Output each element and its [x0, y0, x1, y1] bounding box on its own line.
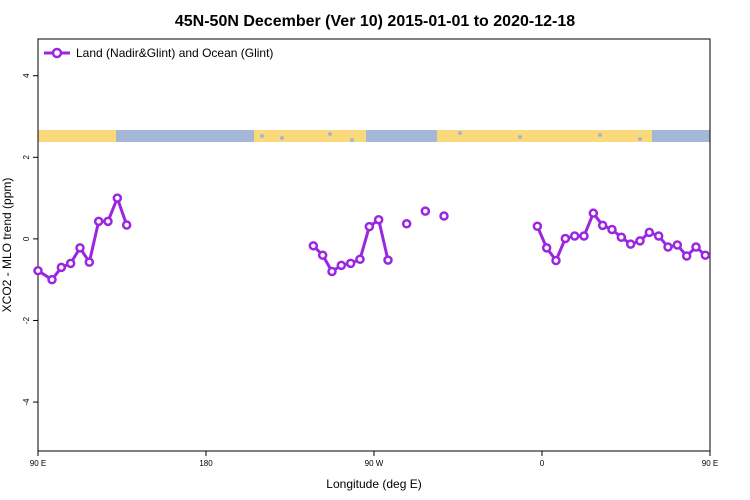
- data-point: [663, 242, 673, 252]
- land-band: [437, 130, 652, 142]
- data-point: [532, 221, 543, 231]
- y-axis: -4 -2 0 2 4: [22, 73, 38, 406]
- data-point: [65, 258, 76, 269]
- data-point: [364, 221, 375, 232]
- data-point: [681, 251, 692, 261]
- data-point: [607, 224, 617, 235]
- land-ocean-strip: [38, 130, 710, 142]
- data-point: [700, 250, 711, 260]
- series-line: [37, 196, 129, 282]
- y-tick-label: 4: [22, 73, 31, 78]
- water-speck: [350, 138, 354, 142]
- data-point: [93, 216, 104, 227]
- data-point: [75, 243, 85, 253]
- data-point: [336, 260, 347, 271]
- x-tick-label: 90 W: [365, 459, 384, 468]
- water-speck: [518, 135, 522, 139]
- data-point: [56, 262, 67, 273]
- land-band: [38, 130, 116, 142]
- data-point: [616, 232, 627, 242]
- data-point: [597, 220, 608, 231]
- plot-frame: [37, 38, 711, 452]
- water-speck: [260, 134, 264, 138]
- series-layer: [33, 193, 711, 285]
- data-point: [308, 241, 319, 251]
- chart-title: 45N-50N December (Ver 10) 2015-01-01 to …: [175, 13, 575, 30]
- x-axis: 90 E 180 90 W 0 90 E: [30, 451, 718, 468]
- data-point: [420, 206, 431, 216]
- data-point: [383, 255, 393, 265]
- data-point: [625, 239, 636, 249]
- data-point: [121, 220, 132, 230]
- data-point: [373, 214, 384, 225]
- data-point: [551, 255, 561, 266]
- water-speck: [280, 136, 284, 140]
- data-point: [439, 211, 449, 221]
- water-speck: [598, 133, 602, 137]
- y-tick-label: -2: [22, 316, 31, 324]
- legend-marker: [51, 47, 63, 59]
- water-speck: [638, 137, 642, 141]
- legend-label: Land (Nadir&Glint) and Ocean (Glint): [76, 46, 273, 60]
- x-tick-label: 180: [199, 459, 213, 468]
- data-point: [345, 258, 356, 269]
- y-tick-label: -4: [22, 398, 31, 406]
- data-point: [317, 250, 328, 260]
- land-band: [254, 130, 366, 142]
- data-point: [327, 266, 337, 277]
- x-tick-label: 90 E: [30, 459, 46, 468]
- data-point: [569, 231, 580, 241]
- data-point: [560, 233, 571, 244]
- y-tick-label: 0: [22, 236, 31, 241]
- x-tick-label: 90 E: [702, 459, 718, 468]
- data-point: [588, 208, 599, 218]
- data-point: [401, 219, 412, 229]
- data-point: [47, 274, 57, 285]
- data-point: [541, 243, 552, 253]
- data-point: [635, 236, 645, 246]
- data-point: [672, 240, 683, 250]
- water-speck: [328, 132, 332, 136]
- data-point: [691, 242, 701, 252]
- data-point: [33, 265, 43, 276]
- data-point: [644, 227, 655, 238]
- data-point: [653, 231, 664, 241]
- data-point: [103, 216, 113, 227]
- x-tick-label: 0: [540, 459, 545, 468]
- y-axis-label: XCO2 - MLO trend (ppm): [0, 178, 14, 313]
- x-axis-label: Longitude (deg E): [326, 477, 421, 491]
- data-point: [84, 257, 95, 267]
- data-point: [355, 254, 365, 265]
- y-tick-label: 2: [22, 155, 31, 160]
- data-point: [112, 193, 123, 203]
- water-speck: [458, 131, 462, 135]
- data-point: [579, 231, 589, 241]
- legend: Land (Nadir&Glint) and Ocean (Glint): [44, 46, 273, 60]
